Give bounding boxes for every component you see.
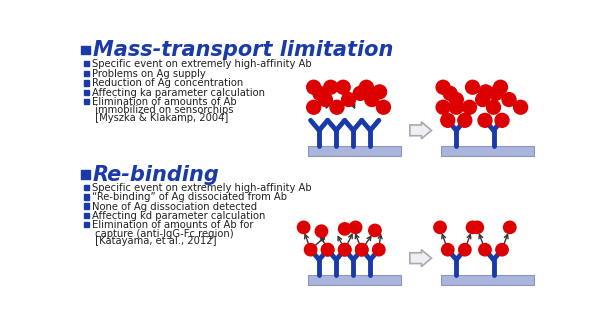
Circle shape bbox=[307, 100, 320, 114]
Circle shape bbox=[449, 92, 463, 107]
Circle shape bbox=[466, 80, 479, 94]
Circle shape bbox=[304, 243, 317, 256]
Circle shape bbox=[514, 100, 527, 114]
Bar bbox=[308, 146, 401, 156]
Bar bbox=[83, 99, 89, 104]
Circle shape bbox=[298, 221, 310, 234]
Bar bbox=[83, 213, 89, 218]
Text: Re-binding: Re-binding bbox=[93, 165, 220, 185]
Circle shape bbox=[356, 243, 368, 256]
Text: Elimination of amounts of Ab: Elimination of amounts of Ab bbox=[92, 97, 236, 107]
Circle shape bbox=[441, 114, 455, 127]
Circle shape bbox=[479, 243, 491, 256]
Bar bbox=[83, 194, 89, 200]
Circle shape bbox=[443, 87, 457, 100]
Circle shape bbox=[369, 224, 381, 237]
Text: [Katayama, et al., 2012]: [Katayama, et al., 2012] bbox=[92, 236, 217, 246]
Bar bbox=[83, 71, 89, 76]
Circle shape bbox=[341, 92, 356, 107]
Circle shape bbox=[487, 100, 500, 114]
Text: immobilized on sensorchips: immobilized on sensorchips bbox=[92, 105, 233, 115]
Circle shape bbox=[442, 243, 454, 256]
Circle shape bbox=[502, 92, 516, 107]
Text: [Myszka & Klakamp, 2004]: [Myszka & Klakamp, 2004] bbox=[92, 113, 229, 123]
Circle shape bbox=[436, 100, 450, 114]
Circle shape bbox=[373, 85, 386, 99]
Circle shape bbox=[349, 221, 362, 234]
Circle shape bbox=[489, 87, 503, 100]
Circle shape bbox=[319, 92, 332, 107]
Text: None of Ag dissociation detected: None of Ag dissociation detected bbox=[92, 202, 257, 212]
FancyArrow shape bbox=[410, 250, 431, 266]
Bar bbox=[83, 222, 89, 227]
Bar bbox=[83, 89, 89, 95]
Circle shape bbox=[353, 87, 367, 100]
Circle shape bbox=[338, 243, 351, 256]
Circle shape bbox=[479, 85, 493, 99]
Circle shape bbox=[338, 243, 351, 256]
Circle shape bbox=[493, 80, 508, 94]
Bar bbox=[83, 61, 89, 66]
Circle shape bbox=[478, 114, 492, 127]
Text: Elimination of amounts of Ab for: Elimination of amounts of Ab for bbox=[92, 220, 254, 230]
Circle shape bbox=[458, 114, 472, 127]
Circle shape bbox=[365, 92, 379, 107]
Circle shape bbox=[503, 221, 516, 234]
Circle shape bbox=[359, 80, 373, 94]
Text: Affecting kd parameter calculation: Affecting kd parameter calculation bbox=[92, 211, 265, 221]
Circle shape bbox=[322, 243, 334, 256]
FancyArrow shape bbox=[410, 122, 431, 139]
Circle shape bbox=[434, 221, 446, 234]
Bar bbox=[83, 204, 89, 209]
Circle shape bbox=[449, 100, 463, 114]
Circle shape bbox=[376, 100, 391, 114]
Circle shape bbox=[356, 243, 368, 256]
Bar bbox=[441, 275, 534, 285]
Circle shape bbox=[463, 100, 476, 114]
Text: Problems on Ag supply: Problems on Ag supply bbox=[92, 69, 206, 79]
Circle shape bbox=[315, 225, 328, 237]
Circle shape bbox=[436, 80, 450, 94]
Circle shape bbox=[324, 80, 338, 94]
Text: Mass-transport limitation: Mass-transport limitation bbox=[93, 40, 393, 60]
Text: Specific event on extremely high-affinity Ab: Specific event on extremely high-affinit… bbox=[92, 59, 311, 69]
Bar bbox=[83, 185, 89, 190]
Circle shape bbox=[373, 243, 385, 256]
Bar bbox=[308, 275, 401, 285]
Circle shape bbox=[496, 243, 508, 256]
Circle shape bbox=[471, 221, 484, 234]
Text: Specific event on extremely high-affinity Ab: Specific event on extremely high-affinit… bbox=[92, 183, 311, 193]
Circle shape bbox=[495, 114, 509, 127]
Circle shape bbox=[476, 92, 490, 107]
Circle shape bbox=[336, 80, 350, 94]
Bar bbox=[81, 46, 90, 54]
Text: Reduction of Ag concentration: Reduction of Ag concentration bbox=[92, 78, 244, 89]
Circle shape bbox=[322, 243, 334, 256]
Circle shape bbox=[313, 87, 327, 100]
Circle shape bbox=[458, 243, 471, 256]
Circle shape bbox=[330, 100, 344, 114]
Text: Affecting ka parameter calculation: Affecting ka parameter calculation bbox=[92, 88, 265, 98]
Text: capture (anti-IgG-Fc region): capture (anti-IgG-Fc region) bbox=[92, 229, 233, 239]
Bar bbox=[81, 170, 90, 179]
Text: “Re-binding” of Ag dissociated from Ab: “Re-binding” of Ag dissociated from Ab bbox=[92, 192, 287, 202]
Bar bbox=[441, 146, 534, 156]
Circle shape bbox=[307, 80, 320, 94]
Circle shape bbox=[466, 221, 479, 234]
Bar bbox=[83, 80, 89, 86]
Circle shape bbox=[338, 223, 351, 235]
